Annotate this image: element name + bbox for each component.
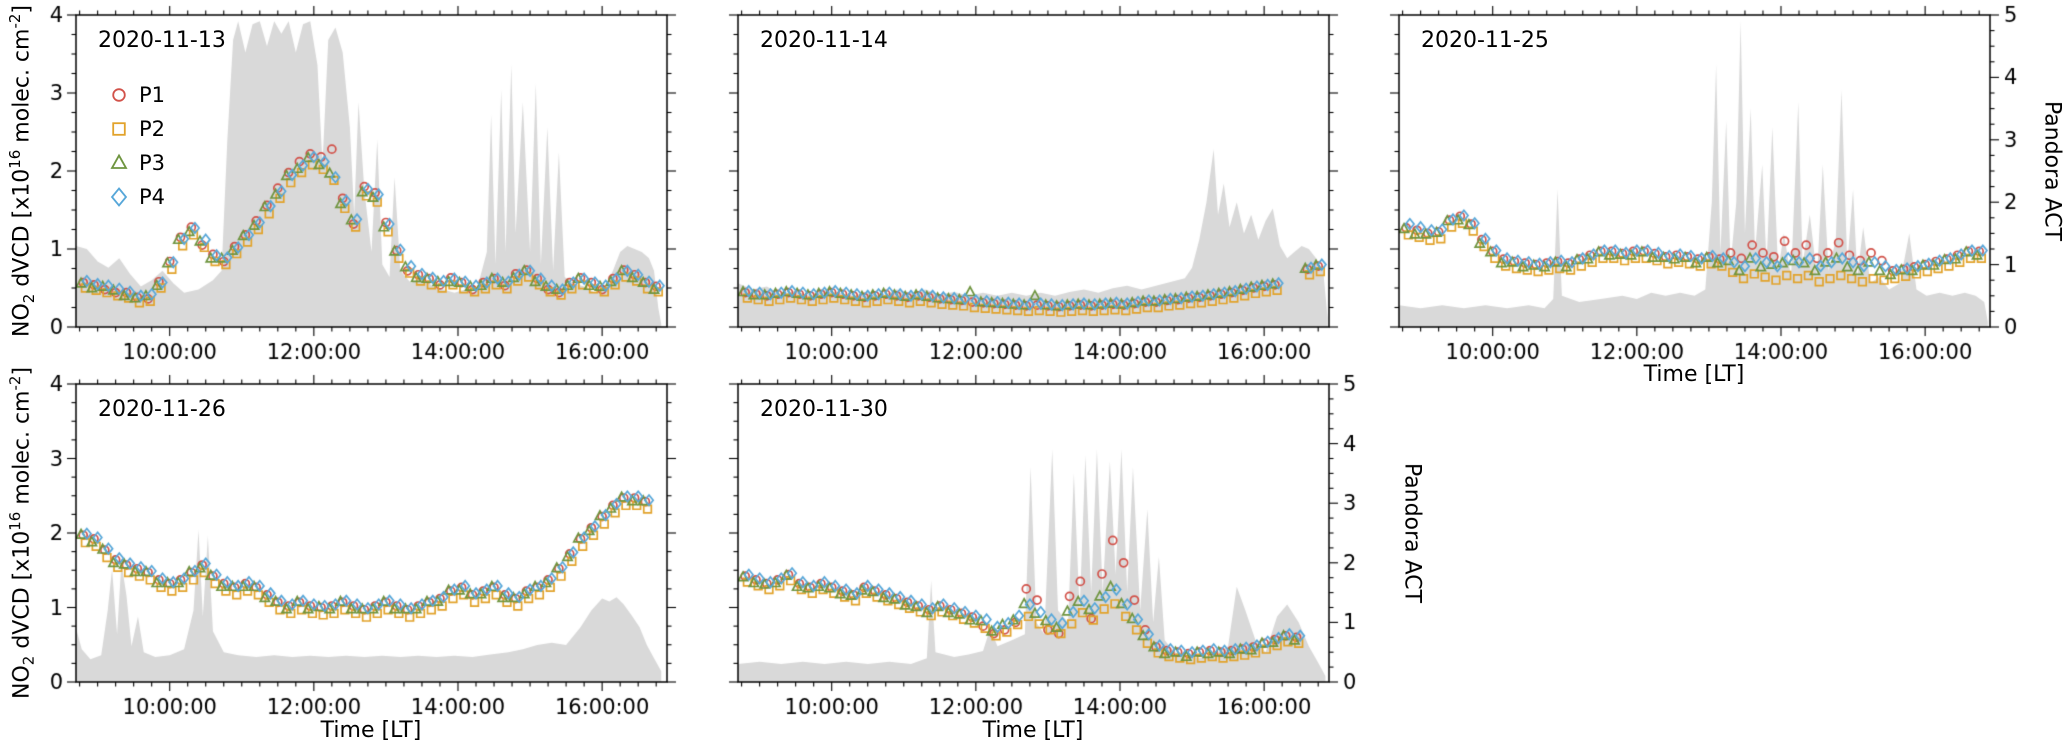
legend-item: P1 [108,78,165,112]
x-axis-title-panel4: Time [LT] [320,718,422,743]
legend-label: P4 [139,185,166,209]
legend-label: P1 [139,83,166,107]
p2-square-icon [112,122,126,136]
legend-item: P2 [108,112,165,146]
legend-item: P4 [108,180,165,214]
y-axis-title-right-row2: Pandora ACT [1399,462,1425,604]
panel-date-label: 2020-11-30 [760,397,888,422]
y-axis-title-left-row2: NO2 dVCD [x1016 molec. cm-2] [6,366,38,700]
legend-item: P3 [108,146,165,180]
panel-date-label: 2020-11-26 [98,397,226,422]
panel-date-label: 2020-11-25 [1421,28,1549,53]
panel-date-label: 2020-11-14 [760,28,888,53]
p4-diamond-icon [110,187,128,207]
p3-triangle-icon [110,153,128,169]
panel-date-label: 2020-11-13 [98,28,226,53]
x-axis-title-panel3: Time [LT] [1643,362,1745,387]
y-axis-title-right-row1: Pandora ACT [2039,100,2065,242]
x-axis-title-panel5: Time [LT] [982,718,1084,743]
p1-circle-icon [112,88,126,102]
legend-label: P2 [139,117,166,141]
legend-label: P3 [139,151,166,175]
y-axis-title-left-row1: NO2 dVCD [x1016 molec. cm-2] [6,4,38,338]
legend: P1 P2 P3 P4 [108,78,165,214]
